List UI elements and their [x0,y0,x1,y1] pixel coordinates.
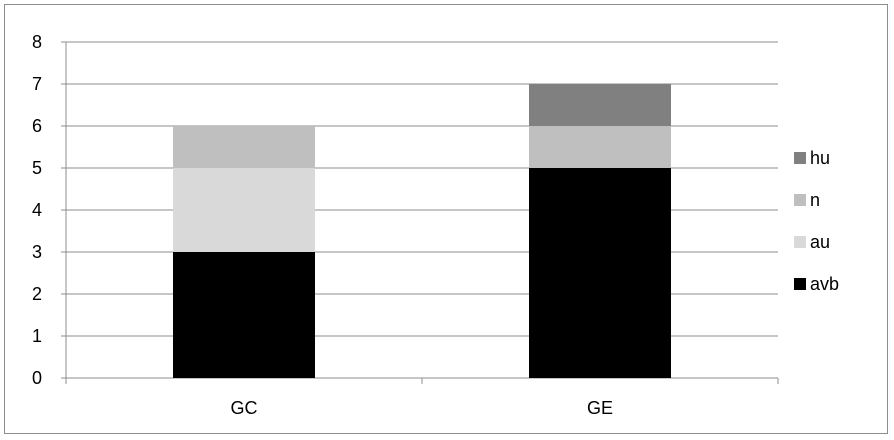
x-tick-label-0: GC [231,398,258,418]
y-tick-label-0: 0 [32,368,42,388]
legend-swatch-hu [794,152,806,164]
y-tick-label-4: 4 [32,200,42,220]
y-tick-label-1: 1 [32,326,42,346]
chart-frame [4,4,888,434]
legend-label-hu: hu [810,148,830,168]
legend-swatch-avb [794,278,806,290]
y-tick-label-8: 8 [32,32,42,52]
bar-GE-hu [529,84,671,126]
legend-label-avb: avb [810,274,839,294]
legend-label-au: au [810,232,830,252]
legend-swatch-au [794,236,806,248]
y-tick-label-6: 6 [32,116,42,136]
x-tick-label-1: GE [587,398,613,418]
bar-GC-n [173,126,315,168]
legend-label-n: n [810,190,820,210]
bar-GE-avb [529,168,671,378]
bar-GE-n [529,126,671,168]
legend-swatch-n [794,194,806,206]
y-tick-label-3: 3 [32,242,42,262]
y-tick-label-7: 7 [32,74,42,94]
bar-GC-au [173,168,315,252]
y-tick-label-5: 5 [32,158,42,178]
bar-GC-avb [173,252,315,378]
y-tick-label-2: 2 [32,284,42,304]
